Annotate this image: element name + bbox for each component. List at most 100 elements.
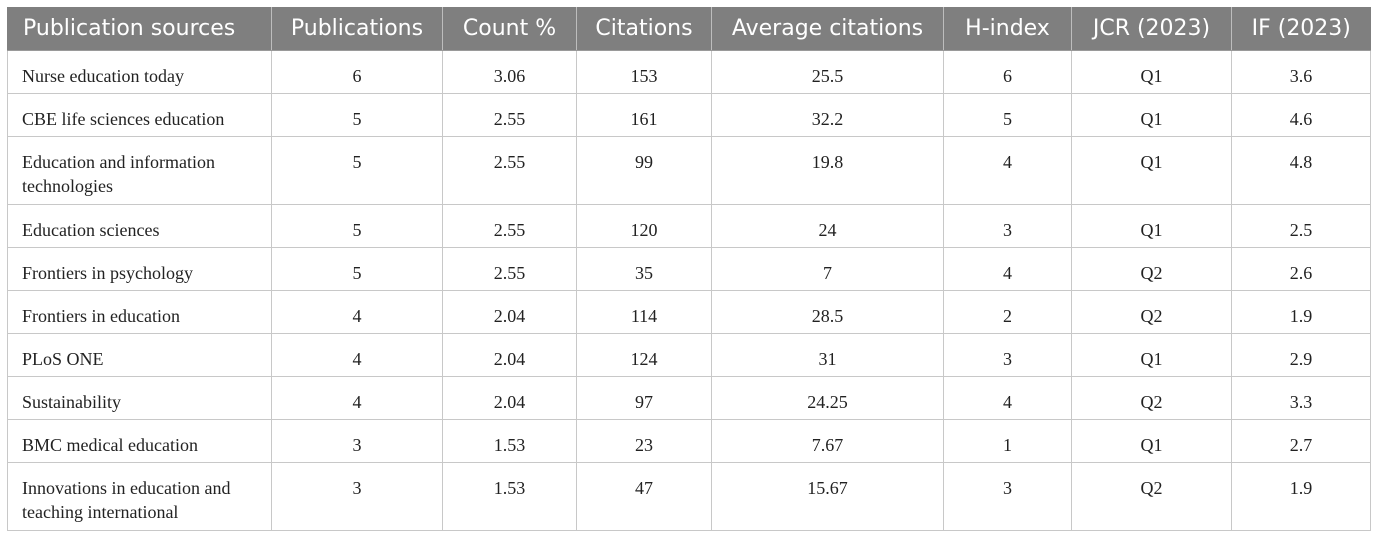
cell-count-percent: 2.55: [442, 247, 577, 291]
cell-if: 4.6: [1231, 93, 1371, 137]
cell-count-percent: 1.53: [442, 419, 577, 463]
cell-publications: 5: [271, 93, 443, 137]
cell-publications: 4: [271, 333, 443, 377]
cell-citations: 97: [576, 376, 712, 420]
cell-publications: 5: [271, 247, 443, 291]
cell-jcr: Q2: [1071, 290, 1232, 334]
cell-jcr: Q1: [1071, 204, 1232, 248]
cell-source: Frontiers in psychology: [7, 247, 272, 291]
cell-count-percent: 2.55: [442, 93, 577, 137]
cell-average-citations: 24.25: [711, 376, 944, 420]
cell-if: 2.9: [1231, 333, 1371, 377]
cell-jcr: Q1: [1071, 419, 1232, 463]
cell-count-percent: 2.04: [442, 290, 577, 334]
cell-if: 3.6: [1231, 50, 1371, 94]
table-row: Education and information technologies 5…: [7, 136, 1371, 205]
cell-jcr: Q1: [1071, 50, 1232, 94]
cell-if: 3.3: [1231, 376, 1371, 420]
table-row: Sustainability 4 2.04 97 24.25 4 Q2 3.3: [7, 376, 1371, 420]
header-row: Publication sources Publications Count %…: [7, 7, 1371, 51]
cell-average-citations: 7: [711, 247, 944, 291]
cell-jcr: Q2: [1071, 247, 1232, 291]
cell-citations: 161: [576, 93, 712, 137]
cell-h-index: 3: [943, 333, 1072, 377]
cell-h-index: 2: [943, 290, 1072, 334]
header-if-2023: IF (2023): [1231, 7, 1371, 51]
table-row: Frontiers in education 4 2.04 114 28.5 2…: [7, 290, 1371, 334]
cell-h-index: 5: [943, 93, 1072, 137]
table-row: CBE life sciences education 5 2.55 161 3…: [7, 93, 1371, 137]
cell-average-citations: 19.8: [711, 136, 944, 205]
header-jcr-2023: JCR (2023): [1071, 7, 1232, 51]
header-publication-sources: Publication sources: [7, 7, 272, 51]
table-row: Education sciences 5 2.55 120 24 3 Q1 2.…: [7, 204, 1371, 248]
cell-publications: 5: [271, 136, 443, 205]
cell-h-index: 4: [943, 376, 1072, 420]
table-header: Publication sources Publications Count %…: [7, 7, 1371, 51]
cell-h-index: 3: [943, 204, 1072, 248]
cell-average-citations: 32.2: [711, 93, 944, 137]
publication-sources-table: Publication sources Publications Count %…: [7, 7, 1371, 531]
cell-h-index: 3: [943, 462, 1072, 531]
cell-citations: 153: [576, 50, 712, 94]
cell-average-citations: 15.67: [711, 462, 944, 531]
header-h-index: H-index: [943, 7, 1072, 51]
publication-sources-table-container: Publication sources Publications Count %…: [7, 7, 1371, 531]
cell-source: CBE life sciences education: [7, 93, 272, 137]
cell-average-citations: 28.5: [711, 290, 944, 334]
cell-source: Sustainability: [7, 376, 272, 420]
cell-source: Education sciences: [7, 204, 272, 248]
cell-publications: 4: [271, 290, 443, 334]
cell-if: 4.8: [1231, 136, 1371, 205]
cell-citations: 120: [576, 204, 712, 248]
header-publications: Publications: [271, 7, 443, 51]
header-average-citations: Average citations: [711, 7, 944, 51]
table-body: Nurse education today 6 3.06 153 25.5 6 …: [7, 50, 1371, 531]
cell-publications: 3: [271, 462, 443, 531]
cell-h-index: 1: [943, 419, 1072, 463]
cell-h-index: 6: [943, 50, 1072, 94]
cell-count-percent: 2.55: [442, 204, 577, 248]
table-row: Innovations in education and teaching in…: [7, 462, 1371, 531]
table-row: Nurse education today 6 3.06 153 25.5 6 …: [7, 50, 1371, 94]
cell-source: Nurse education today: [7, 50, 272, 94]
cell-count-percent: 2.55: [442, 136, 577, 205]
cell-jcr: Q1: [1071, 136, 1232, 205]
cell-count-percent: 3.06: [442, 50, 577, 94]
cell-publications: 4: [271, 376, 443, 420]
cell-average-citations: 31: [711, 333, 944, 377]
cell-jcr: Q2: [1071, 376, 1232, 420]
cell-publications: 6: [271, 50, 443, 94]
cell-if: 2.5: [1231, 204, 1371, 248]
cell-citations: 35: [576, 247, 712, 291]
cell-average-citations: 7.67: [711, 419, 944, 463]
cell-source: BMC medical education: [7, 419, 272, 463]
cell-source: Education and information technologies: [7, 136, 272, 205]
cell-h-index: 4: [943, 136, 1072, 205]
cell-source: Innovations in education and teaching in…: [7, 462, 272, 531]
cell-publications: 5: [271, 204, 443, 248]
cell-jcr: Q2: [1071, 462, 1232, 531]
cell-count-percent: 1.53: [442, 462, 577, 531]
cell-jcr: Q1: [1071, 93, 1232, 137]
cell-if: 2.6: [1231, 247, 1371, 291]
cell-if: 1.9: [1231, 290, 1371, 334]
cell-jcr: Q1: [1071, 333, 1232, 377]
cell-publications: 3: [271, 419, 443, 463]
header-count-percent: Count %: [442, 7, 577, 51]
cell-count-percent: 2.04: [442, 333, 577, 377]
table-row: BMC medical education 3 1.53 23 7.67 1 Q…: [7, 419, 1371, 463]
cell-if: 1.9: [1231, 462, 1371, 531]
cell-if: 2.7: [1231, 419, 1371, 463]
cell-citations: 23: [576, 419, 712, 463]
cell-h-index: 4: [943, 247, 1072, 291]
header-citations: Citations: [576, 7, 712, 51]
cell-average-citations: 25.5: [711, 50, 944, 94]
cell-citations: 47: [576, 462, 712, 531]
table-row: Frontiers in psychology 5 2.55 35 7 4 Q2…: [7, 247, 1371, 291]
cell-count-percent: 2.04: [442, 376, 577, 420]
cell-source: PLoS ONE: [7, 333, 272, 377]
cell-citations: 124: [576, 333, 712, 377]
cell-citations: 114: [576, 290, 712, 334]
cell-citations: 99: [576, 136, 712, 205]
